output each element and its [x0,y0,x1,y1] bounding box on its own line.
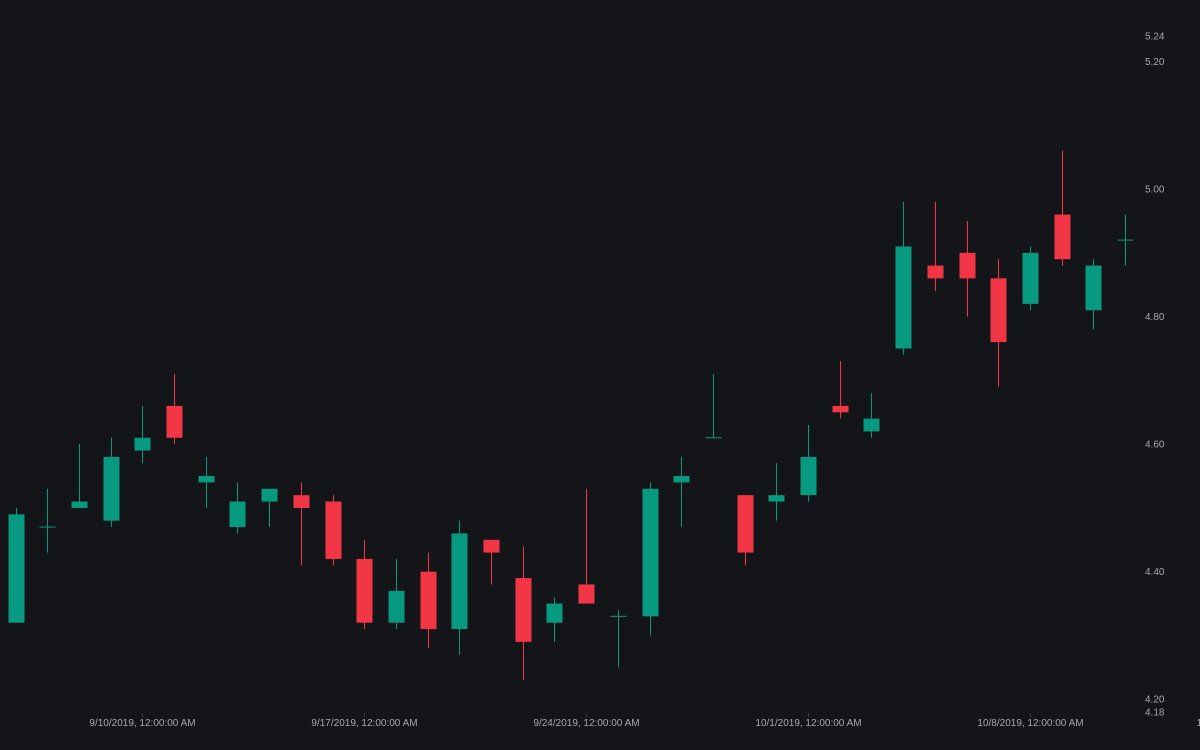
candle-body [895,246,912,349]
candle-body [990,278,1007,343]
candle [737,495,754,566]
candles-group [8,150,1134,681]
x-axis: 9/10/2019, 12:00:00 AM 9/17/2019, 12:00:0… [89,713,1200,729]
y-tick-label: 4.80 [1145,312,1165,323]
y-tick-label: 4.18 [1145,708,1165,719]
candle [768,463,785,521]
candle [261,488,278,528]
y-tick-label: 5.00 [1145,185,1165,196]
candle [229,482,246,534]
candle-body [642,488,659,617]
y-tick-label: 4.20 [1145,695,1165,706]
candle-body [229,501,246,528]
candle-body [768,495,785,502]
candle [71,444,88,508]
candle [451,520,468,655]
candle [8,507,25,623]
candle [388,558,405,630]
candle-body [134,437,151,451]
x-tick-label: 9/17/2019, 12:00:00 AM [311,718,417,729]
candle [895,201,912,355]
candle-body [198,476,215,483]
candle [198,456,215,508]
x-tick-label: 10/8/2019, 12:00:00 AM [977,718,1083,729]
candle [578,488,595,604]
candle [420,552,437,649]
candle [1117,214,1134,266]
y-axis: 4.18 4.20 4.40 4.60 4.80 5.00 5.20 5.24 [1145,32,1165,719]
x-tick-label: 10/1/2019, 12:00:00 AM [755,718,861,729]
candle-body [451,533,468,630]
candle [1054,150,1071,266]
candle [515,546,532,681]
candle [800,425,817,502]
candle-body [293,495,310,508]
candle-body [927,265,944,279]
candle-body [546,603,563,623]
candle [356,539,373,630]
candle-body [325,501,342,559]
candle-body [8,514,25,623]
candle-body [166,405,183,438]
candle-body [420,571,437,630]
x-tick-label: 9/10/2019, 12:00:00 AM [89,718,195,729]
candle [832,361,849,419]
candle-body [261,488,278,502]
candle [959,220,976,317]
candle [642,482,659,636]
candle-body [356,558,373,623]
candle [673,456,690,528]
x-tick-label: 10/15/2019, 12:00:00 AM [1197,718,1200,729]
candle-body [959,252,976,279]
candle-body [578,584,595,604]
candle-body [1054,214,1071,260]
candle [1085,259,1102,330]
candle [705,374,722,439]
candle-body [103,456,120,521]
candle-body [388,590,405,623]
candle [610,609,627,668]
candle-body [800,456,817,496]
candle [293,482,310,566]
candle-body [71,501,88,508]
candle [546,597,563,642]
candle-body [832,405,849,413]
y-tick-label: 4.60 [1145,440,1165,451]
candle [863,393,880,438]
candle [134,405,151,464]
y-tick-label: 4.40 [1145,567,1165,578]
y-tick-label: 5.24 [1145,32,1165,43]
x-tick-label: 9/24/2019, 12:00:00 AM [533,718,639,729]
candle-body [737,495,754,553]
candle [39,488,56,553]
candle-body [673,476,690,483]
candle-body [1085,265,1102,311]
candle [990,259,1007,387]
candle-body [483,539,500,553]
candle-body [515,578,532,642]
candle [325,495,342,566]
candle [927,201,944,292]
candle [1022,246,1039,311]
y-tick-label: 5.20 [1145,57,1165,68]
candle [483,539,500,585]
candle-body [863,418,880,432]
candle [166,374,183,445]
candle [103,437,120,528]
candle-body [1022,252,1039,304]
